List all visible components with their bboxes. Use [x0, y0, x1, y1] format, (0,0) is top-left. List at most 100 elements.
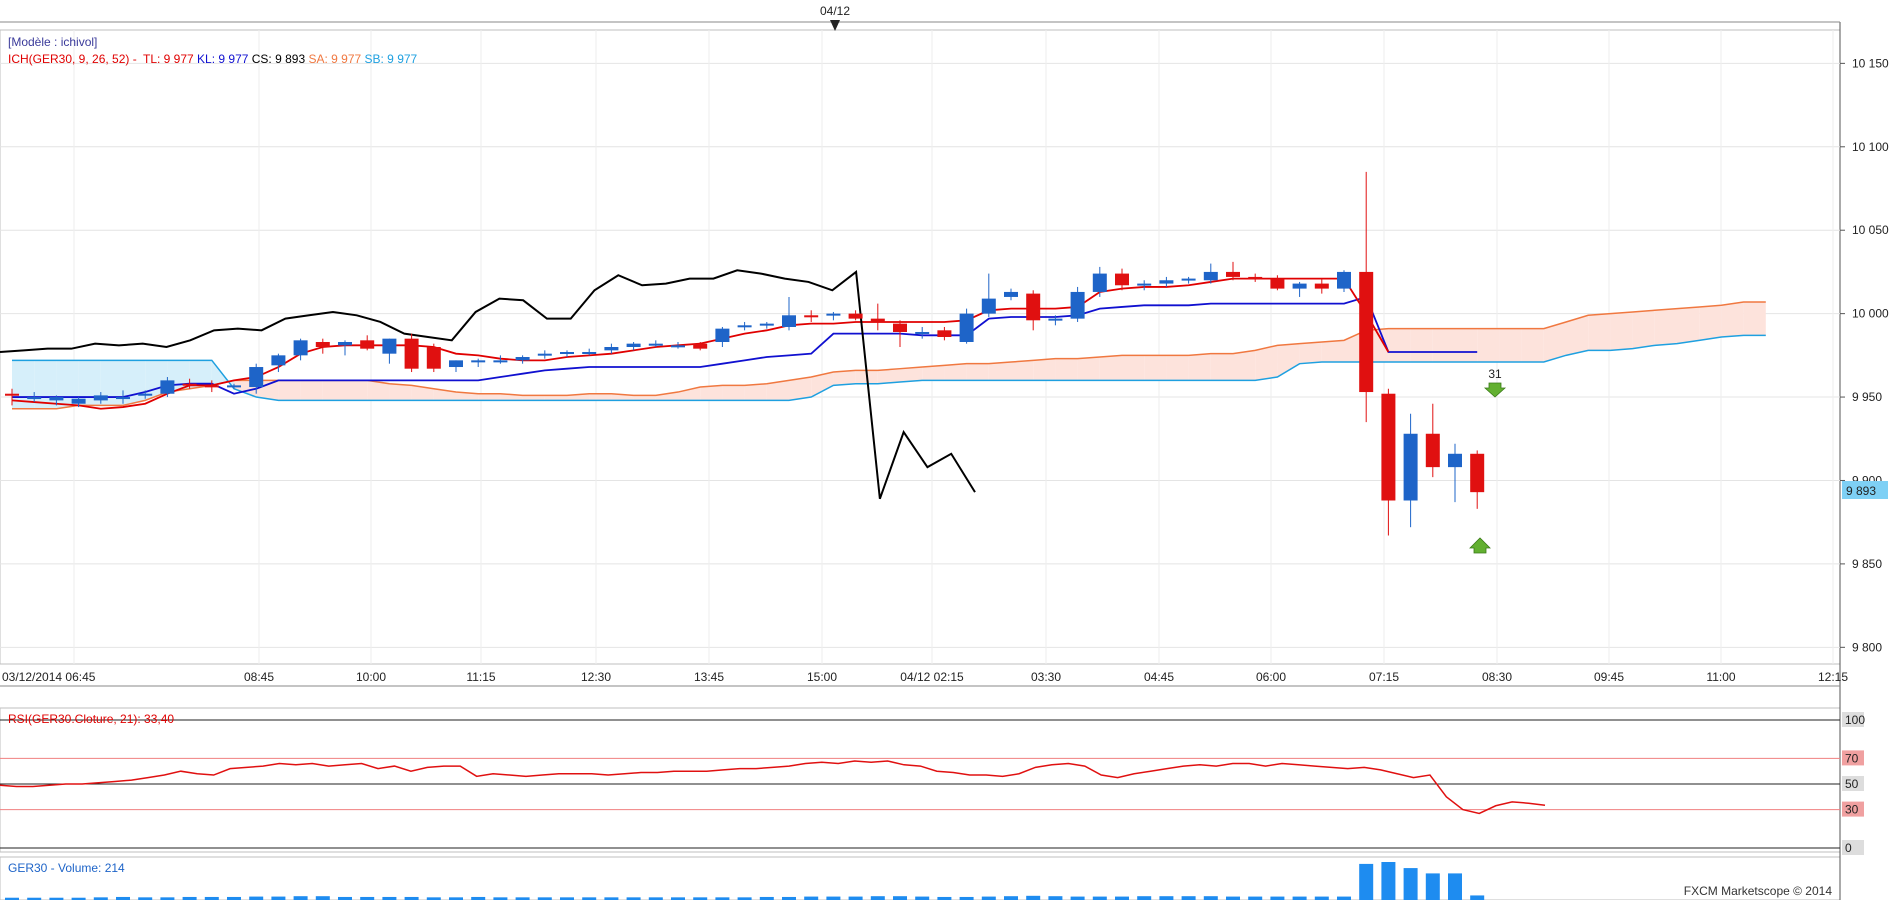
- cloud-segment: [744, 383, 767, 401]
- candle-body: [1115, 273, 1129, 286]
- cloud-segment: [389, 383, 412, 401]
- volume-bar: [71, 897, 86, 900]
- candle-body: [204, 385, 219, 388]
- x-tick-label: 04/12 02:15: [900, 670, 964, 684]
- cloud-segment: [1477, 328, 1500, 363]
- cloud-segment: [1233, 350, 1256, 381]
- volume-bar: [893, 896, 907, 900]
- candle-body: [1092, 273, 1107, 292]
- cloud-segment: [1543, 321, 1566, 363]
- candle-body: [626, 343, 641, 347]
- volume-bar: [1026, 895, 1041, 900]
- candle-body: [138, 393, 153, 396]
- cloud-segment: [1721, 301, 1744, 337]
- cloud-segment: [1055, 358, 1078, 381]
- cloud-segment: [833, 370, 856, 386]
- candle-body: [1004, 291, 1018, 297]
- candle-body: [493, 360, 508, 363]
- volume-bar: [981, 896, 996, 900]
- volume-bar: [1137, 896, 1152, 900]
- candle-body: [1270, 278, 1285, 289]
- rsi-tick-label: 0: [1845, 841, 1852, 855]
- candle-body: [1203, 271, 1218, 281]
- cloud-segment: [1410, 328, 1433, 363]
- cloud-segment: [1743, 301, 1766, 336]
- candle-body: [693, 343, 708, 349]
- cloud-segment: [322, 380, 345, 401]
- volume-bar: [404, 896, 419, 900]
- candle-body: [582, 352, 597, 355]
- volume-bar: [160, 897, 175, 900]
- rsi-tick-box: [1842, 712, 1864, 727]
- volume-bar: [1292, 896, 1307, 900]
- candle-body: [5, 393, 19, 396]
- volume-bar: [315, 896, 330, 900]
- y-tick-label: 10 150: [1852, 56, 1889, 70]
- legend-entry: KL: 9 977: [194, 52, 249, 66]
- cloud-segment: [988, 362, 1011, 381]
- x-tick-label: 12:15: [1818, 670, 1848, 684]
- cloud-segment: [1277, 343, 1300, 378]
- cloud-segment: [1566, 315, 1589, 356]
- candle-body: [249, 367, 264, 388]
- volume-bar: [537, 897, 552, 900]
- candle-body: [893, 323, 907, 332]
- cloud-segment: [966, 363, 989, 381]
- volume-bar: [804, 896, 819, 900]
- x-tick-label: 09:45: [1594, 670, 1624, 684]
- cloud-segment: [1077, 357, 1100, 381]
- cloud-segment: [811, 372, 834, 398]
- candle-body: [1359, 271, 1374, 393]
- rsi-tick-box: [1842, 750, 1864, 766]
- candle-body: [1381, 393, 1396, 501]
- candle-body: [1337, 271, 1351, 289]
- x-tick-label: 12:30: [581, 670, 611, 684]
- legend-entry: CS: 9 893: [248, 52, 305, 66]
- rsi-tick-box: [1842, 840, 1864, 855]
- cloud-segment: [877, 368, 900, 384]
- cloud-segment: [678, 387, 701, 401]
- volume-bar: [49, 897, 64, 900]
- y-tick-label: 9 800: [1852, 640, 1882, 654]
- candle-body: [848, 313, 863, 319]
- x-tick-label: 07:15: [1369, 670, 1399, 684]
- cloud-segment: [1632, 310, 1655, 349]
- price-tag-box: [1842, 481, 1888, 499]
- volume-bar: [1159, 896, 1174, 900]
- rsi-panel-frame: [0, 707, 1841, 853]
- legend-entry: SB: 9 977: [361, 52, 417, 66]
- candle-body: [1403, 433, 1418, 501]
- candle-body: [1048, 318, 1063, 321]
- volume-bar: [382, 896, 397, 900]
- y-tick-label: 10 000: [1852, 307, 1889, 321]
- volume-bar: [1004, 896, 1018, 900]
- rsi-line: [0, 760, 1546, 815]
- candle-body: [1070, 291, 1085, 319]
- volume-bar: [560, 897, 574, 900]
- cloud-segment: [1299, 341, 1322, 364]
- cloud-segment: [1588, 313, 1611, 351]
- x-tick-label: 10:00: [356, 670, 386, 684]
- volume-bar: [604, 897, 619, 900]
- rsi-tick-label: 70: [1845, 751, 1859, 765]
- rsi-tick-box: [1842, 776, 1864, 791]
- cloud-segment: [1099, 355, 1122, 381]
- volume-bar: [1115, 896, 1129, 900]
- candle-body: [1470, 453, 1485, 493]
- price-tag: 9 893: [1846, 484, 1876, 498]
- candle-body: [338, 341, 352, 346]
- volume-bar: [870, 896, 885, 900]
- cloud-segment: [1677, 306, 1700, 344]
- marker-label: 31: [1488, 367, 1502, 381]
- candle-body: [1181, 278, 1196, 281]
- volume-bar: [1226, 896, 1240, 900]
- candle-body: [826, 313, 841, 316]
- candle-body: [515, 357, 530, 361]
- volume-bar: [826, 896, 841, 900]
- top-date-marker: 04/12: [820, 4, 850, 18]
- volume-bar: [1048, 896, 1063, 900]
- volume-bar: [1203, 896, 1218, 900]
- candle-body: [1226, 271, 1240, 277]
- rsi-tick-label: 50: [1845, 777, 1859, 791]
- volume-bar: [116, 896, 130, 900]
